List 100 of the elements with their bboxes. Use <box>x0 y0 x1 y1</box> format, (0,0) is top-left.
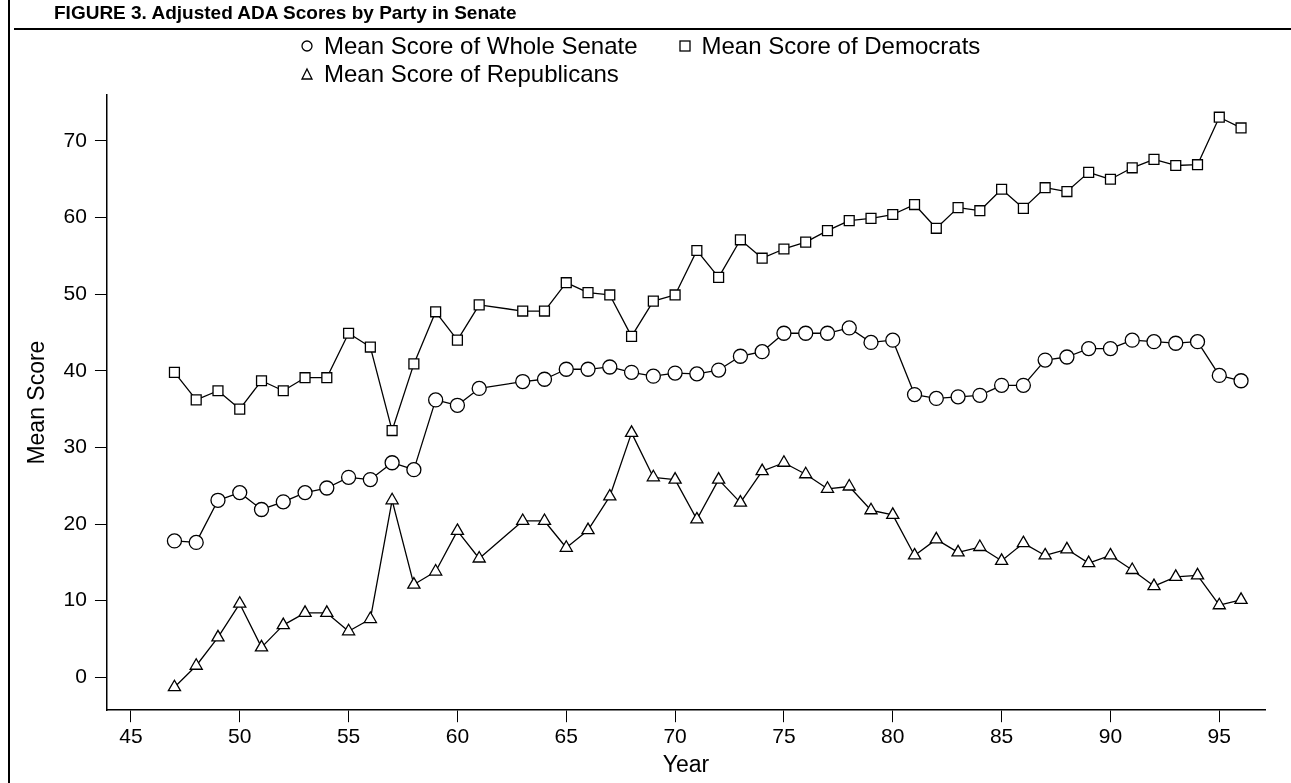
x-tick-label: 75 <box>772 723 796 747</box>
point <box>319 480 335 496</box>
point <box>973 539 987 552</box>
point <box>886 507 900 519</box>
point <box>689 366 705 382</box>
point <box>428 563 443 576</box>
y-tick-label: 30 <box>63 434 87 458</box>
point <box>841 320 857 336</box>
point <box>711 471 726 484</box>
point <box>430 306 442 318</box>
point <box>406 461 422 478</box>
point <box>1191 159 1204 171</box>
point <box>386 424 398 437</box>
point <box>428 392 444 408</box>
point <box>277 385 289 397</box>
point <box>1104 173 1117 185</box>
point <box>538 305 551 317</box>
point <box>885 332 901 348</box>
point <box>623 364 640 380</box>
point <box>819 325 836 341</box>
point <box>843 215 855 227</box>
point <box>1017 202 1029 214</box>
point <box>798 466 813 479</box>
point <box>776 325 792 341</box>
point <box>1059 349 1075 365</box>
point <box>253 501 270 518</box>
point <box>560 277 572 289</box>
point <box>668 471 682 484</box>
point <box>275 494 291 510</box>
point <box>1103 547 1118 560</box>
chart-title: FIGURE 3. Adjusted ADA Scores by Party in Senate <box>14 0 1291 30</box>
point <box>647 295 659 307</box>
point <box>646 469 661 482</box>
point <box>906 386 923 403</box>
point <box>408 358 420 370</box>
point <box>972 387 988 403</box>
point <box>669 289 681 301</box>
point <box>581 522 595 535</box>
point <box>1037 352 1053 368</box>
point <box>1235 122 1247 134</box>
point <box>212 385 224 397</box>
point <box>363 611 378 624</box>
point <box>645 368 661 384</box>
point <box>1168 335 1184 351</box>
point <box>342 327 355 339</box>
y-tick-label: 20 <box>63 510 87 534</box>
point <box>667 365 683 381</box>
point <box>863 334 879 351</box>
x-tick-label: 90 <box>1098 723 1123 747</box>
point <box>276 617 290 630</box>
point <box>321 372 333 384</box>
point <box>341 623 356 636</box>
point <box>1233 373 1249 389</box>
point <box>1190 567 1205 580</box>
point <box>1213 111 1225 123</box>
y-axis-title: Mean Score <box>23 340 50 465</box>
point <box>1126 162 1138 174</box>
point <box>515 373 531 390</box>
point <box>168 366 181 378</box>
y-tick-label: 50 <box>63 280 87 304</box>
x-tick-label: 70 <box>663 723 687 747</box>
point <box>1212 597 1226 610</box>
point <box>820 481 835 493</box>
x-tick-label: 85 <box>989 723 1014 747</box>
point <box>864 502 878 515</box>
point <box>994 553 1009 565</box>
point <box>517 305 529 317</box>
point <box>364 341 376 353</box>
point <box>1169 569 1183 582</box>
point <box>713 271 725 283</box>
x-tick-label: 60 <box>445 723 470 747</box>
point <box>1038 547 1052 560</box>
point <box>210 492 226 508</box>
x-tick-label: 50 <box>228 723 252 747</box>
point <box>384 455 400 471</box>
point <box>472 550 486 563</box>
point <box>929 531 944 544</box>
point <box>255 375 268 387</box>
x-axis-title: Year <box>662 750 710 777</box>
point <box>907 547 922 560</box>
point <box>950 389 966 405</box>
point <box>1081 555 1096 568</box>
point <box>580 361 596 377</box>
y-tick-label: 40 <box>63 357 87 381</box>
point <box>691 244 703 257</box>
point <box>1189 334 1206 350</box>
point <box>451 334 464 346</box>
y-tick-label: 0 <box>75 664 87 688</box>
point <box>234 403 246 415</box>
point <box>297 484 313 501</box>
x-tick-label: 80 <box>881 723 905 747</box>
point <box>865 212 877 224</box>
x-tick-label: 45 <box>119 723 143 747</box>
point <box>1015 377 1032 394</box>
point <box>1148 153 1160 165</box>
point <box>928 390 944 407</box>
point <box>254 639 269 652</box>
point <box>625 330 638 342</box>
y-tick-label: 70 <box>63 127 87 151</box>
point <box>232 484 248 501</box>
